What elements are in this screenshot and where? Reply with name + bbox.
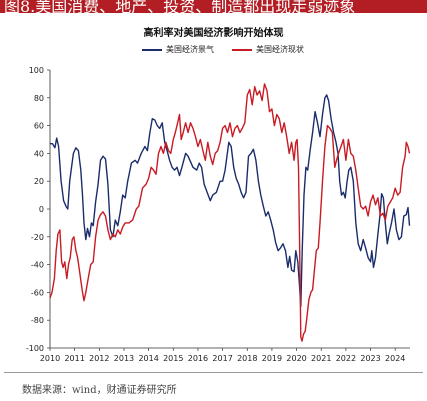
legend-label-series-1: 美国经济景气 (166, 45, 214, 54)
legend-item-series-2: 美国经济现状 (232, 44, 304, 55)
source-note: 数据来源：wind，财通证券研究所 (22, 385, 177, 396)
x-tick-label: 2024 (385, 354, 405, 363)
y-tick-label: -40 (31, 261, 44, 270)
series-line-2 (49, 83, 411, 342)
x-tick-label: 2019 (262, 354, 282, 363)
y-tick-label: 60 (34, 122, 44, 131)
y-tick-label: 80 (34, 94, 44, 103)
legend-swatch-series-2 (232, 48, 252, 51)
x-tick-label: 2022 (336, 354, 356, 363)
footer-divider (4, 372, 423, 373)
x-tick-label: 2016 (188, 354, 208, 363)
chart-title: 高利率对美国经济影响开始体现 (143, 28, 284, 39)
y-tick-label: 100 (29, 66, 44, 75)
x-tick-label: 2010 (40, 354, 60, 363)
y-tick-label: 0 (39, 205, 44, 214)
figure-caption-bar: 图8.美国消费、地产、投资、制造都出现走弱迹象 (0, 0, 427, 13)
y-tick-label: -80 (31, 316, 44, 325)
x-tick-label: 2018 (237, 354, 257, 363)
x-tick-label: 2013 (114, 354, 134, 363)
x-tick-label: 2023 (360, 354, 380, 363)
y-tick-label: -100 (26, 344, 44, 353)
figure-caption: 图8.美国消费、地产、投资、制造都出现走弱迹象 (4, 0, 356, 13)
y-tick-label: 40 (34, 149, 44, 158)
y-tick-label: -20 (31, 233, 44, 242)
x-tick-label: 2017 (212, 354, 232, 363)
legend-label-series-2: 美国经济现状 (256, 45, 304, 54)
x-tick-label: 2014 (138, 354, 158, 363)
chart-legend: 美国经济景气 美国经济现状 (142, 44, 304, 55)
x-tick-label: 2021 (311, 354, 331, 363)
series-line-1 (50, 94, 411, 307)
x-tick-label: 2011 (64, 354, 84, 363)
x-tick-label: 2020 (286, 354, 306, 363)
x-tick-label: 2012 (89, 354, 109, 363)
legend-swatch-series-1 (142, 48, 162, 51)
legend-item-series-1: 美国经济景气 (142, 44, 214, 55)
y-tick-label: 20 (34, 177, 44, 186)
y-tick-label: -60 (31, 288, 44, 297)
x-tick-label: 2015 (163, 354, 183, 363)
